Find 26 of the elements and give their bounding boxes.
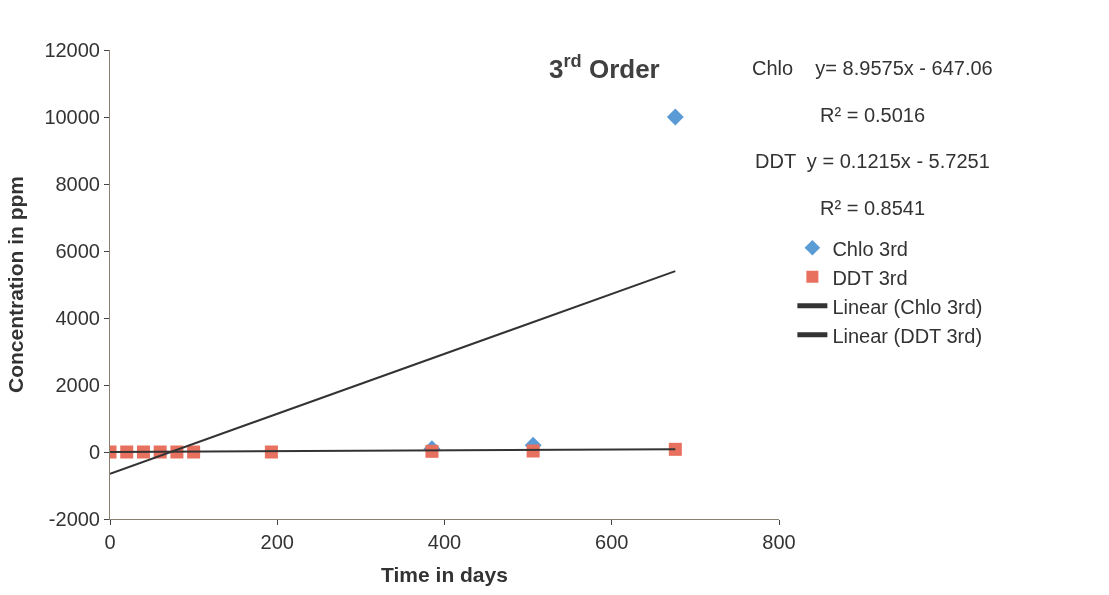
x-axis-title: Time in days <box>381 563 508 587</box>
y-tick-label: 10000 <box>44 106 100 128</box>
x-tick-label: 600 <box>595 531 629 553</box>
x-tick-label: 400 <box>427 531 462 553</box>
x-tick-label: 0 <box>104 531 116 553</box>
point <box>666 108 684 126</box>
y-tick-label: -2000 <box>48 508 100 530</box>
y-tick-label: 2000 <box>55 374 100 396</box>
point <box>668 442 682 456</box>
chart-title: 3$^{rd}$ Order <box>549 50 660 84</box>
y-tick-label: 12000 <box>44 39 100 61</box>
y-axis-title: Concentration in ppm <box>3 176 27 393</box>
annotation: Chlo y= 8.9575x - 647.06 <box>752 57 993 79</box>
annotation: DDT y = 0.1215x - 5.7251 <box>755 150 990 172</box>
legend-label: Linear (DDT 3rd) <box>832 324 983 347</box>
y-tick-label: 4000 <box>55 307 100 329</box>
y-tick-label: 0 <box>88 441 100 463</box>
text: R² = 0.8541 <box>820 197 926 219</box>
x-tick-label: 200 <box>260 531 294 553</box>
legend-label: DDT 3rd <box>832 266 908 289</box>
legend-label: Chlo 3rd <box>832 237 908 260</box>
y-tick-label: 8000 <box>55 173 100 195</box>
legend-label: Linear (Chlo 3rd) <box>832 295 983 318</box>
x-tick-label: 800 <box>762 531 796 553</box>
text: R² = 0.5016 <box>820 104 926 126</box>
y-tick-label: 6000 <box>55 240 100 262</box>
